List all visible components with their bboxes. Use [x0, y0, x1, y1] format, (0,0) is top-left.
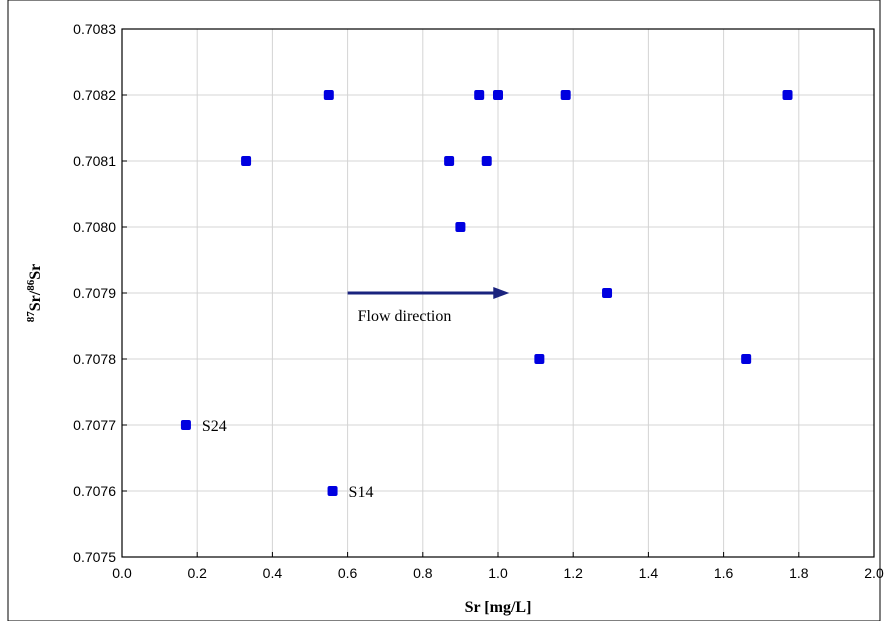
- y-tick-label: 0.7078: [73, 351, 116, 367]
- x-tick-label: 1.8: [789, 565, 809, 581]
- data-point: [241, 156, 252, 166]
- y-tick-label: 0.7080: [73, 219, 116, 235]
- y-tick-label: 0.7082: [73, 87, 116, 103]
- x-tick-label: 1.4: [639, 565, 659, 581]
- data-point: [481, 156, 492, 166]
- data-point: [444, 156, 455, 166]
- y-axis-title-isotope-b: 86: [25, 279, 37, 291]
- y-tick-label: 0.7075: [73, 549, 116, 565]
- data-point: [474, 90, 485, 100]
- x-tick-label: 0.0: [112, 565, 132, 581]
- point-label: S14: [349, 484, 374, 501]
- y-axis-title-isotope-a: 87: [25, 311, 37, 323]
- y-tick-label: 0.7076: [73, 483, 116, 499]
- y-tick-label: 0.7081: [73, 153, 116, 169]
- y-axis-title-element-b: Sr: [27, 264, 44, 280]
- y-axis-title-element-a: Sr/: [27, 290, 44, 311]
- x-axis: 0.0 0.2 0.4 0.6 0.8 1.0 1.2 1.4 1.6 1.8 2.0: [112, 552, 884, 581]
- flow-annotation: Flow direction: [347, 287, 510, 325]
- y-tick-label: 0.7079: [73, 285, 116, 301]
- data-point: [323, 90, 334, 100]
- x-tick-label: 0.2: [187, 565, 207, 581]
- x-tick-label: 0.6: [338, 565, 358, 581]
- figure-frame: [7, 0, 881, 621]
- data-point: [741, 354, 752, 364]
- x-tick-label: 1.6: [714, 565, 734, 581]
- data-point: [602, 288, 613, 298]
- flow-direction-label: Flow direction: [358, 308, 452, 325]
- y-tick-label: 0.7077: [73, 417, 116, 433]
- x-axis-title: Sr [mg/L]: [465, 599, 532, 616]
- x-tick-label: 2.0: [864, 565, 884, 581]
- data-point: [180, 420, 191, 430]
- data-point: [782, 90, 793, 100]
- x-tick-label: 1.2: [563, 565, 583, 581]
- x-tick-label: 1.0: [488, 565, 508, 581]
- point-label: S24: [202, 418, 227, 435]
- y-tick-label: 0.7083: [73, 21, 116, 37]
- data-point: [534, 354, 545, 364]
- y-axis: 0.7075 0.7076 0.7077 0.7078 0.7079 0.7080 0.70…: [73, 21, 127, 565]
- data-points: S24 S14: [180, 90, 793, 501]
- y-axis-title: 87Sr/86Sr: [25, 264, 44, 322]
- data-point: [455, 222, 466, 232]
- data-point: [560, 90, 571, 100]
- grid: [122, 29, 874, 557]
- data-point: [327, 486, 338, 496]
- flow-arrow-head: [493, 287, 510, 299]
- data-point: [493, 90, 503, 100]
- x-tick-label: 0.8: [413, 565, 433, 581]
- x-tick-label: 0.4: [263, 565, 283, 581]
